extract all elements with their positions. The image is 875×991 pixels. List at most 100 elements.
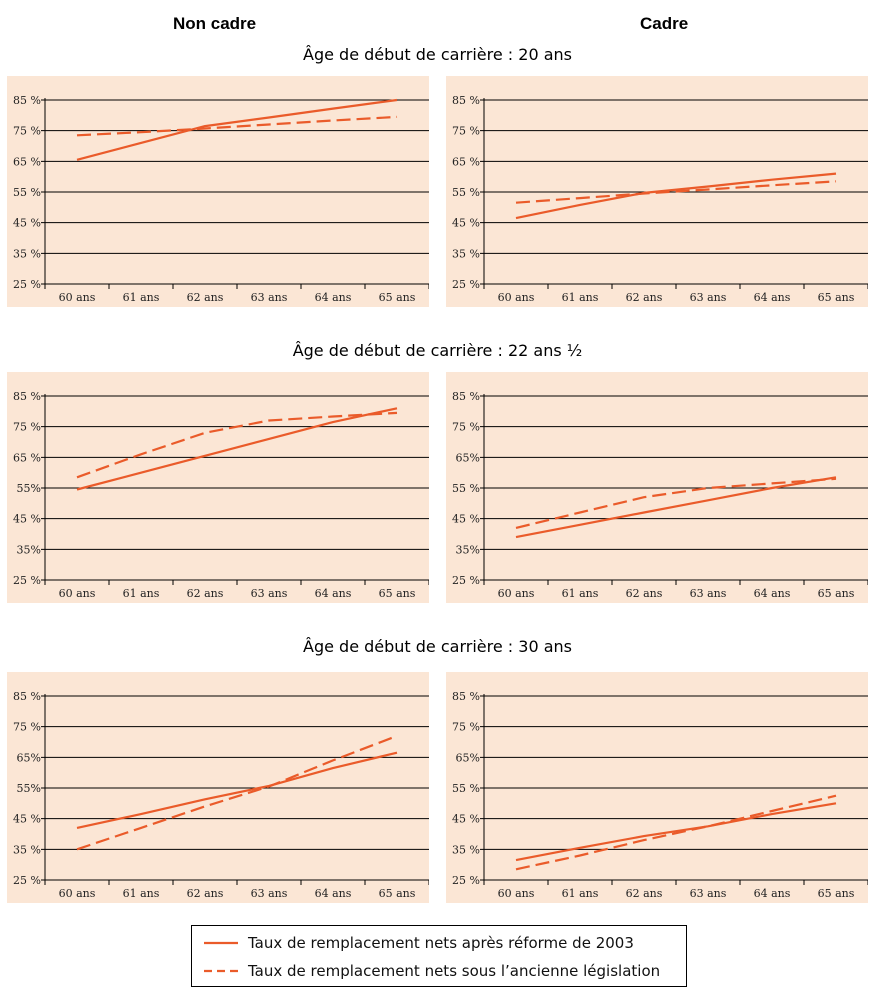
series-line-ancienne-legislation	[76, 411, 398, 479]
y-tick-label: 85 %	[452, 690, 480, 703]
series-line-ancienne-legislation	[76, 734, 398, 851]
y-tick-label: 45 %	[13, 513, 41, 526]
legend-item-dashed: Taux de remplacement nets sous l’ancienn…	[204, 958, 660, 984]
x-tick-label: 61 ans	[123, 587, 160, 600]
legend-dashed-line-icon	[204, 969, 238, 973]
y-tick-label: 55%	[17, 482, 41, 495]
x-tick-label: 64 ans	[754, 291, 791, 304]
chart-cadre-20-ans: 25 % 35 % 45 % 55 % 65 % 75 % 85 % 60 ans 61 ans…	[446, 76, 868, 307]
y-tick-label: 45 %	[13, 217, 41, 230]
y-tick-label: 35%	[456, 543, 480, 556]
column-header-non-cadre: Non cadre	[173, 14, 257, 33]
x-tick-label: 63 ans	[690, 587, 727, 600]
x-tick-label: 60 ans	[498, 291, 535, 304]
y-tick-label: 25 %	[13, 278, 41, 291]
x-tick-label: 63 ans	[251, 887, 288, 900]
y-tick-label: 35 %	[452, 247, 480, 260]
row-title-20-ans: Âge de début de carrière : 20 ans	[303, 45, 572, 64]
chart-non-cadre-22-ans: 25 % 35% 45 % 55% 65 % 75 % 85 % 60 ans 61 ans 62…	[7, 372, 429, 603]
x-tick-label: 63 ans	[690, 887, 727, 900]
x-tick-label: 64 ans	[315, 887, 352, 900]
series-line-reforme-2003	[515, 476, 837, 539]
series-line-reforme-2003	[515, 802, 837, 862]
y-tick-label: 65 %	[13, 451, 41, 464]
x-tick-label: 64 ans	[754, 887, 791, 900]
x-tick-label: 63 ans	[690, 291, 727, 304]
y-tick-label: 85 %	[452, 94, 480, 107]
y-tick-label: 65%	[17, 751, 41, 764]
x-tick-label: 62 ans	[187, 291, 224, 304]
chart-svg: 25 % 35 % 45 % 55 % 65 % 75 % 85 % 60 ans 61 ans…	[446, 76, 868, 307]
y-tick-label: 25 %	[452, 874, 480, 887]
chart-non-cadre-20-ans: 25 % 35 % 45 % 55 % 65 % 75 % 85 % 60 ans 61 ans…	[7, 76, 429, 307]
chart-svg: 25 % 35% 45 % 55 % 65% 75 % 85 % 60 ans 61 ans 62…	[446, 372, 868, 603]
y-tick-label: 55 %	[452, 482, 480, 495]
y-tick-label: 25 %	[452, 278, 480, 291]
chart-svg: 25 % 35 % 45 % 55 % 65 % 75 % 85 % 60 ans 61 ans…	[7, 76, 429, 307]
y-tick-label: 85 %	[13, 390, 41, 403]
chart-svg: 25 % 35% 45 % 55% 65 % 75 % 85 % 60 ans 61 ans 62…	[7, 372, 429, 603]
x-tick-label: 63 ans	[251, 587, 288, 600]
x-tick-label: 62 ans	[187, 887, 224, 900]
x-tick-label: 61 ans	[562, 887, 599, 900]
legend-item-solid: Taux de remplacement nets après réforme …	[204, 930, 634, 956]
chart-non-cadre-30-ans: 25 % 35 % 45 % 55% 65% 75 % 85 % 60 ans 61 ans 62…	[7, 672, 429, 903]
x-tick-label: 60 ans	[498, 887, 535, 900]
y-tick-label: 45 %	[13, 813, 41, 826]
column-header-cadre: Cadre	[640, 14, 689, 33]
y-tick-label: 45 %	[452, 513, 480, 526]
series-line-reforme-2003	[515, 172, 837, 220]
y-tick-label: 35 %	[13, 843, 41, 856]
x-tick-label: 64 ans	[315, 291, 352, 304]
y-tick-label: 75 %	[452, 125, 480, 138]
x-tick-label: 64 ans	[315, 587, 352, 600]
series-line-reforme-2003	[76, 751, 398, 829]
series-line-ancienne-legislation	[76, 115, 398, 137]
x-tick-label: 62 ans	[626, 887, 663, 900]
series-line-ancienne-legislation	[515, 180, 837, 204]
x-tick-label: 62 ans	[626, 291, 663, 304]
y-tick-label: 75 %	[452, 421, 480, 434]
y-tick-label: 55%	[17, 782, 41, 795]
series-line-reforme-2003	[76, 407, 398, 491]
x-tick-label: 61 ans	[123, 291, 160, 304]
y-tick-label: 65%	[456, 751, 480, 764]
x-tick-label: 63 ans	[251, 291, 288, 304]
legend-label-solid: Taux de remplacement nets après réforme …	[248, 934, 634, 952]
legend-label-dashed: Taux de remplacement nets sous l’ancienn…	[248, 962, 661, 980]
x-tick-label: 60 ans	[59, 587, 96, 600]
x-tick-label: 62 ans	[187, 587, 224, 600]
x-tick-label: 60 ans	[59, 887, 96, 900]
x-tick-label: 65 ans	[379, 291, 416, 304]
row-title-30-ans: Âge de début de carrière : 30 ans	[303, 637, 572, 656]
y-tick-label: 85 %	[13, 94, 41, 107]
x-tick-label: 61 ans	[562, 291, 599, 304]
x-tick-label: 61 ans	[562, 587, 599, 600]
y-tick-label: 75 %	[13, 721, 41, 734]
chart-cadre-30-ans: 25 % 35 % 45 % 55 % 65% 75 % 85 % 60 ans 61 ans 6…	[446, 672, 868, 903]
y-tick-label: 35 %	[452, 843, 480, 856]
x-tick-label: 65 ans	[818, 887, 855, 900]
x-tick-label: 60 ans	[59, 291, 96, 304]
x-tick-label: 64 ans	[754, 587, 791, 600]
series-line-ancienne-legislation	[515, 794, 837, 871]
y-tick-label: 35%	[17, 543, 41, 556]
y-tick-label: 65%	[456, 451, 480, 464]
y-tick-label: 75 %	[452, 721, 480, 734]
x-tick-label: 60 ans	[498, 587, 535, 600]
x-tick-label: 62 ans	[626, 587, 663, 600]
chart-svg: 25 % 35 % 45 % 55 % 65% 75 % 85 % 60 ans 61 ans 6…	[446, 672, 868, 903]
y-tick-label: 75 %	[13, 421, 41, 434]
y-tick-label: 55 %	[13, 186, 41, 199]
x-tick-label: 65 ans	[818, 291, 855, 304]
y-tick-label: 45 %	[452, 813, 480, 826]
x-tick-label: 65 ans	[379, 887, 416, 900]
y-tick-label: 25 %	[452, 574, 480, 587]
y-tick-label: 35 %	[13, 247, 41, 260]
y-tick-label: 65 %	[13, 155, 41, 168]
y-tick-label: 25 %	[13, 874, 41, 887]
x-tick-label: 65 ans	[818, 587, 855, 600]
y-tick-label: 55 %	[452, 782, 480, 795]
y-tick-label: 55 %	[452, 186, 480, 199]
legend: Taux de remplacement nets après réforme …	[191, 925, 687, 987]
